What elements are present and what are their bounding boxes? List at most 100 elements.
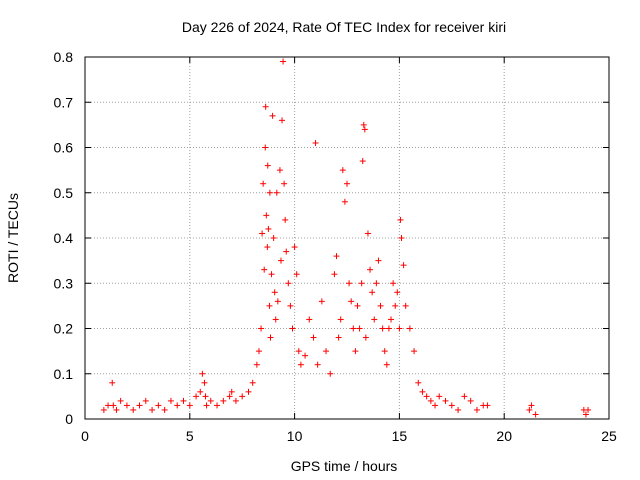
y-tick-label: 0.6 — [54, 140, 74, 156]
data-point — [279, 117, 286, 124]
data-point — [280, 58, 287, 65]
data-point — [318, 298, 325, 305]
data-point — [161, 406, 168, 413]
grid-lines — [85, 57, 609, 419]
data-point — [323, 348, 330, 355]
data-point — [293, 271, 300, 278]
data-point — [297, 361, 304, 368]
x-tick-label: 15 — [392, 428, 408, 444]
data-point — [105, 402, 112, 409]
data-point — [582, 411, 589, 418]
data-point — [110, 402, 117, 409]
data-point — [341, 198, 348, 205]
data-point — [262, 103, 269, 110]
data-point — [245, 388, 252, 395]
data-point — [260, 180, 267, 187]
chart-title: Day 226 of 2024, Rate Of TEC Index for r… — [182, 19, 506, 35]
data-point — [337, 316, 344, 323]
data-point — [277, 257, 284, 264]
data-point — [261, 266, 268, 273]
data-point — [411, 348, 418, 355]
data-point — [167, 397, 174, 404]
data-point — [186, 402, 193, 409]
data-point — [202, 393, 209, 400]
data-point — [371, 316, 378, 323]
data-point — [359, 158, 366, 165]
data-point — [419, 388, 426, 395]
data-point — [310, 334, 317, 341]
data-point — [312, 139, 319, 146]
data-point — [155, 402, 162, 409]
data-point — [415, 379, 422, 386]
data-point — [258, 325, 265, 332]
data-point — [455, 406, 462, 413]
data-point — [214, 402, 221, 409]
data-point — [402, 302, 409, 309]
data-point — [388, 316, 395, 323]
data-point — [344, 180, 350, 187]
data-point — [442, 397, 449, 404]
data-point — [381, 348, 388, 355]
data-point — [109, 379, 116, 386]
data-point — [467, 397, 474, 404]
data-point — [346, 280, 353, 287]
data-point — [356, 325, 363, 332]
data-point — [306, 316, 313, 323]
data-point — [259, 230, 266, 237]
y-tick-label: 0.2 — [54, 321, 74, 337]
data-point — [362, 334, 369, 341]
data-point — [432, 402, 439, 409]
x-tick-label: 20 — [496, 428, 512, 444]
data-point — [265, 225, 272, 232]
data-point — [385, 325, 392, 332]
data-point — [285, 280, 292, 287]
data-point — [473, 406, 480, 413]
data-point — [331, 271, 338, 278]
data-point — [201, 379, 208, 386]
data-point — [448, 402, 455, 409]
data-point — [367, 266, 374, 273]
data-point — [174, 402, 181, 409]
data-point — [273, 189, 280, 196]
y-tick-label: 0.4 — [54, 230, 74, 246]
x-tick-label: 10 — [287, 428, 303, 444]
x-tick-label: 5 — [186, 428, 194, 444]
data-point — [398, 235, 405, 241]
data-point — [360, 121, 367, 128]
data-point — [117, 397, 124, 404]
data-point — [333, 253, 340, 260]
data-point — [272, 316, 279, 323]
data-point — [361, 126, 368, 133]
data-point — [228, 388, 235, 395]
axis-ticks: 0 5 10 15 20 25 0 0.1 0.2 0.3 0.4 0.5 0.6 0.7 0.8 — [54, 49, 617, 444]
data-point — [394, 289, 401, 296]
data-point — [423, 393, 430, 400]
data-point — [427, 397, 434, 404]
y-tick-label: 0.7 — [54, 94, 74, 110]
y-tick-label: 0.5 — [54, 185, 74, 201]
data-point — [220, 397, 227, 404]
data-point — [130, 406, 137, 413]
data-point — [149, 406, 156, 413]
data-point — [262, 144, 269, 151]
data-point — [270, 235, 277, 241]
data-point — [239, 393, 246, 400]
data-point — [289, 325, 296, 332]
data-point — [199, 370, 206, 377]
data-point — [295, 348, 302, 355]
data-point — [142, 397, 149, 404]
data-point — [377, 302, 384, 309]
data-point — [287, 302, 294, 309]
data-point — [264, 244, 271, 251]
y-axis-label: ROTI / TECUs — [5, 193, 21, 283]
data-point — [136, 402, 143, 409]
data-point — [193, 393, 200, 400]
y-tick-label: 0.8 — [54, 49, 74, 65]
data-point — [203, 402, 210, 409]
data-point — [291, 244, 298, 251]
x-tick-label: 25 — [601, 428, 617, 444]
data-point — [532, 411, 539, 418]
data-point — [253, 361, 260, 368]
data-point — [585, 406, 592, 413]
data-point — [526, 406, 533, 413]
